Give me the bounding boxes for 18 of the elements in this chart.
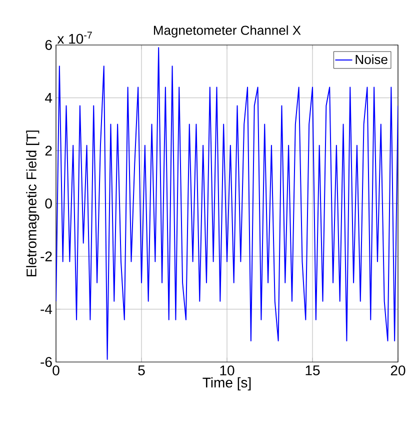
x-axis-title: Time [s] xyxy=(202,377,251,390)
text: x 10$^{-7}$ xyxy=(57,32,92,44)
legend-label: Noise xyxy=(356,54,388,64)
y-tick-label: 2 xyxy=(45,146,52,156)
x-tick-label: 10 xyxy=(220,366,234,376)
y-tick-label: -2 xyxy=(40,251,52,262)
y-axis-title: Eletromagnetic Field [T] xyxy=(26,130,40,276)
y-tick-label: 0 xyxy=(45,198,52,208)
chart-title: Magnetometer Channel X xyxy=(154,25,301,38)
x-tick-label: 20 xyxy=(390,366,406,376)
y-tick-label: -4 xyxy=(40,304,52,314)
x-tick-label: 15 xyxy=(306,366,320,376)
y-tick-label: 4 xyxy=(45,93,52,103)
x-tick-label: 5 xyxy=(138,366,145,376)
y-tick-label: -6 xyxy=(40,357,52,367)
x-tick-label: 0 xyxy=(52,366,60,376)
y-tick-label: 6 xyxy=(45,40,52,50)
line-series xyxy=(56,47,398,360)
